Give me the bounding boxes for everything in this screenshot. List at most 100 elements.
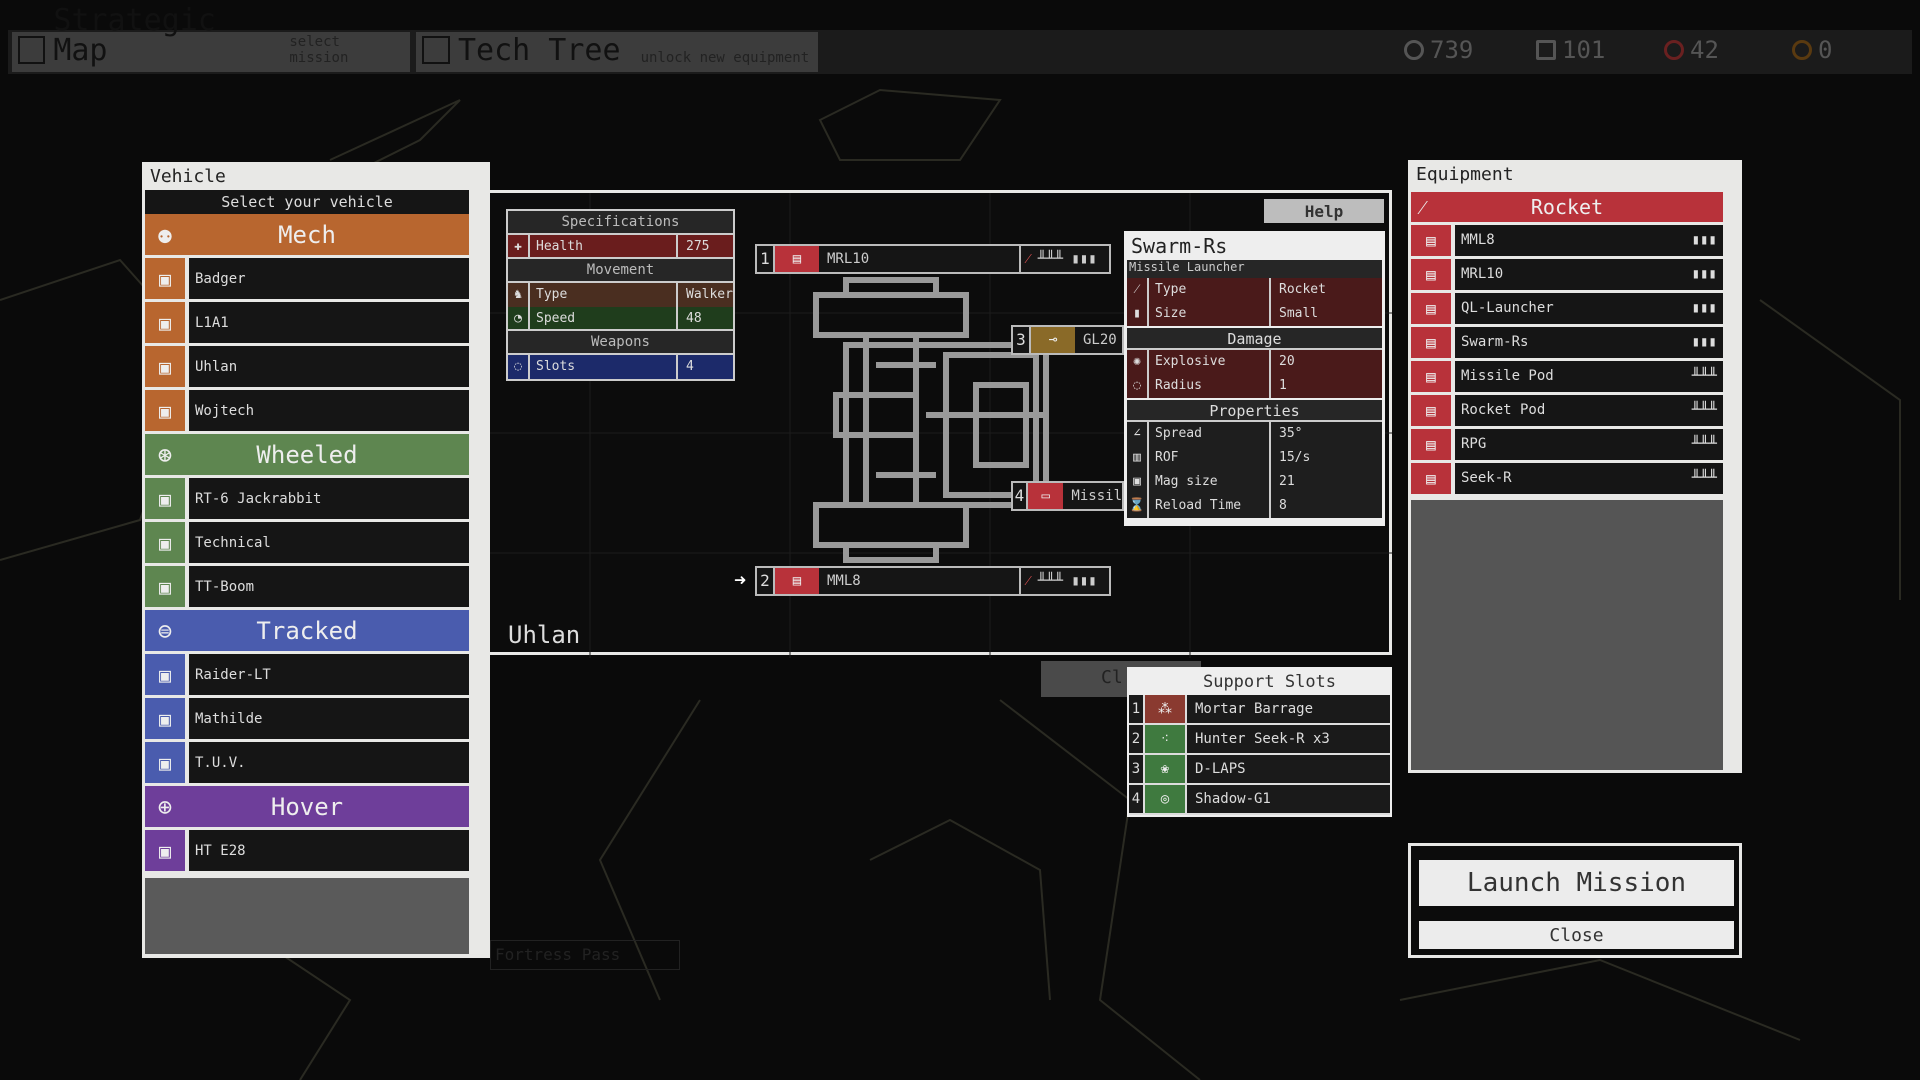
radius-row: ◌ Radius 1 xyxy=(1127,374,1382,398)
size-icon: ▮▮▮ xyxy=(1691,300,1717,316)
slot-number: 3 xyxy=(1129,755,1145,783)
slots-icon: ◌ xyxy=(508,355,530,379)
category-label: Mech xyxy=(278,220,336,249)
damage-header: Damage xyxy=(1127,326,1382,350)
vehicle-item[interactable]: ▣ Uhlan xyxy=(145,346,469,390)
vehicle-icon: ▣ xyxy=(145,654,185,695)
launch-mission-button[interactable]: Launch Mission xyxy=(1419,860,1734,906)
slot-weapon-name: MML8 xyxy=(819,568,1021,594)
support-icon: ⁂ xyxy=(1145,695,1187,723)
value: Rocket xyxy=(1279,282,1326,297)
vehicle-item[interactable]: ▣ RT-6 Jackrabbit xyxy=(145,478,469,522)
rof-row: ▥ ROF 15/s xyxy=(1127,446,1382,470)
slot-number: 4 xyxy=(1129,785,1145,813)
vehicle-item[interactable]: ▣ Badger xyxy=(145,258,469,302)
blood-icon xyxy=(1664,40,1684,60)
weapon-slot-2[interactable]: 2 ▤ MML8 ⁄ ╨╨╨ ▮▮▮ xyxy=(755,566,1111,596)
vehicle-icon: ▣ xyxy=(145,258,185,299)
vehicle-category-tracked[interactable]: ⊜ Tracked xyxy=(145,610,469,654)
vehicle-item[interactable]: ▣ L1A1 xyxy=(145,302,469,346)
vehicle-item[interactable]: ▣ Mathilde xyxy=(145,698,469,742)
equipment-name: MRL10 xyxy=(1461,266,1504,282)
equipment-panel: Equipment ⁄ Rocket ▤ MML8 ▮▮▮ ▤ MRL10 ▮▮▮ ▤ QL-L… xyxy=(1408,160,1742,773)
support-icon: ◎ xyxy=(1145,785,1187,813)
slot-number: 2 xyxy=(757,568,775,594)
value: 4 xyxy=(686,359,694,374)
support-icon: ❀ xyxy=(1145,755,1187,783)
vehicle-name: Uhlan xyxy=(508,621,581,649)
spread-row: ∠ Spread 35° xyxy=(1127,422,1382,446)
weapon-slot-1[interactable]: 1 ▤ MRL10 ⁄ ╨╨╨ ▮▮▮ xyxy=(755,244,1111,274)
equipment-item[interactable]: ▤ Missile Pod ╨╨╨ xyxy=(1411,361,1723,395)
weapon-slot-3[interactable]: 3 ⊸ GL20 xyxy=(1011,325,1124,355)
value: 20 xyxy=(1279,354,1295,369)
health-icon: ✚ xyxy=(508,235,530,257)
slot-number: 4 xyxy=(1013,483,1028,509)
vehicle-category-wheeled[interactable]: ⊛ Wheeled xyxy=(145,434,469,478)
size-icon: ╨╨╨ xyxy=(1691,470,1717,486)
size-icon: ╨╨╨ xyxy=(1691,436,1717,452)
movement-header: Movement xyxy=(508,259,733,283)
hover-category-icon: ⊕ xyxy=(157,792,173,821)
vehicle-name: L1A1 xyxy=(189,302,469,343)
label: ROF xyxy=(1149,446,1271,470)
launcher-icon: ▤ xyxy=(1411,259,1451,290)
vehicle-category-hover[interactable]: ⊕ Hover xyxy=(145,786,469,830)
mech-blueprint xyxy=(813,277,1049,563)
label: Type xyxy=(530,283,678,307)
value: 15/s xyxy=(1279,450,1311,465)
equipment-item[interactable]: ▤ QL-Launcher ▮▮▮ xyxy=(1411,293,1723,327)
help-button[interactable]: Help xyxy=(1264,199,1384,223)
value: 275 xyxy=(686,239,710,254)
support-slot-4[interactable]: 4 ◎ Shadow-G1 xyxy=(1129,785,1390,815)
slot-number: 1 xyxy=(757,246,775,272)
resource-value: 0 xyxy=(1818,36,1833,64)
vehicle-item[interactable]: ▣ Wojtech xyxy=(145,390,469,434)
launcher-icon: ▤ xyxy=(1411,225,1451,256)
equipment-category-rocket[interactable]: ⁄ Rocket xyxy=(1411,192,1723,222)
equipment-name: Swarm-Rs xyxy=(1461,334,1529,350)
vehicle-category-mech[interactable]: ⚉ Mech xyxy=(145,214,469,258)
equipment-item[interactable]: ▤ MML8 ▮▮▮ xyxy=(1411,225,1723,259)
spread-icon: ∠ xyxy=(1127,422,1149,446)
equipment-item[interactable]: ▤ Seek-R ╨╨╨ xyxy=(1411,463,1723,497)
size-row: ▮ Size Small xyxy=(1127,302,1382,326)
panel-title: Equipment xyxy=(1416,164,1514,185)
vehicle-name: Raider-LT xyxy=(189,654,469,695)
support-name: D-LAPS xyxy=(1187,755,1390,783)
equipment-name: QL-Launcher xyxy=(1461,300,1554,316)
vehicle-list-empty xyxy=(145,878,469,954)
category-label: Wheeled xyxy=(256,440,358,469)
resource-value: 42 xyxy=(1690,36,1719,64)
map-location-label[interactable]: Fortress Pass xyxy=(490,940,680,970)
vehicle-item[interactable]: ▣ Raider-LT xyxy=(145,654,469,698)
size-icon: ▮▮▮ xyxy=(1691,266,1717,282)
size-icon: ▮▮▮ xyxy=(1691,232,1717,248)
vehicle-icon: ▣ xyxy=(145,742,185,783)
resource-value: 101 xyxy=(1562,36,1606,64)
equipment-item[interactable]: ▤ Swarm-Rs ▮▮▮ xyxy=(1411,327,1723,361)
support-slot-3[interactable]: 3 ❀ D-LAPS xyxy=(1129,755,1390,785)
support-slot-2[interactable]: 2 ⁖ Hunter Seek-R x3 xyxy=(1129,725,1390,755)
equipment-name: MML8 xyxy=(1461,232,1495,248)
equipment-name: RPG xyxy=(1461,436,1487,452)
close-button[interactable]: Close xyxy=(1419,921,1734,949)
tab-tech-tree[interactable]: Tech Tree unlock new equipment xyxy=(416,32,818,72)
weapon-slot-4[interactable]: 4 ▭ Missil xyxy=(1011,481,1124,511)
equipment-item[interactable]: ▤ RPG ╨╨╨ xyxy=(1411,429,1723,463)
tab-strategic-map[interactable]: Strategic Map select mission xyxy=(12,6,410,72)
vehicle-item[interactable]: ▣ T.U.V. xyxy=(145,742,469,786)
equipment-item[interactable]: ▤ Rocket Pod ╨╨╨ xyxy=(1411,395,1723,429)
value: 48 xyxy=(686,311,702,326)
support-slot-1[interactable]: 1 ⁂ Mortar Barrage xyxy=(1129,695,1390,725)
vehicle-item[interactable]: ▣ Technical xyxy=(145,522,469,566)
vehicle-icon: ▣ xyxy=(145,478,185,519)
support-list: 1 ⁂ Mortar Barrage 2 ⁖ Hunter Seek-R x3 3 ❀ D-LA… xyxy=(1129,695,1390,815)
speed-row: ◔ Speed 48 xyxy=(508,307,733,331)
vehicle-item[interactable]: ▣ HT E28 xyxy=(145,830,469,874)
weapon-category: Missile Launcher xyxy=(1127,260,1382,278)
vehicle-item[interactable]: ▣ TT-Boom xyxy=(145,566,469,610)
slot-number: 2 xyxy=(1129,725,1145,753)
equipment-item[interactable]: ▤ MRL10 ▮▮▮ xyxy=(1411,259,1723,293)
